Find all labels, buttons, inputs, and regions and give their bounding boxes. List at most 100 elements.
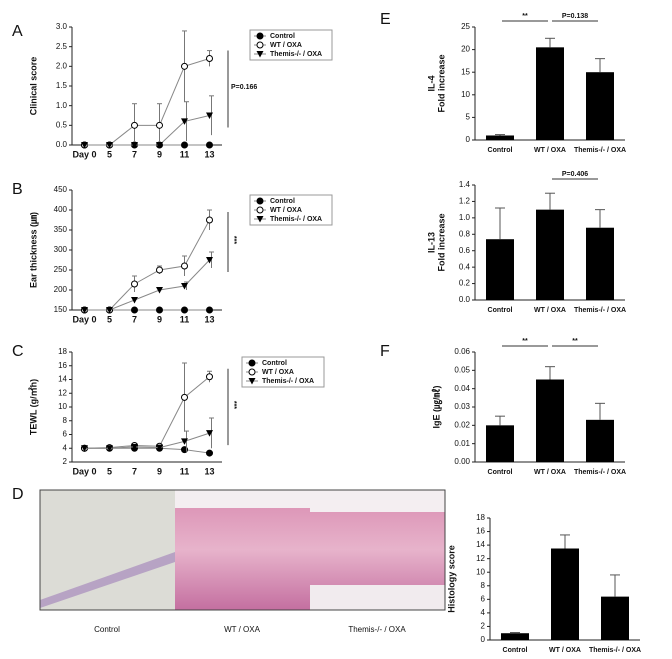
data-point [81,307,88,314]
y-tick-label: 0.06 [454,347,470,356]
data-point [206,430,213,437]
bar [486,239,514,300]
annotation: *** [230,236,237,244]
data-point [131,443,138,451]
y-axis-label: IL-4 [426,75,436,91]
annotation: P=0.166 [231,84,257,91]
y-tick-label: 25 [461,22,470,31]
x-tick-label: Control [488,147,513,154]
x-tick-label: Control [488,307,513,314]
y-tick-label: 0.01 [454,439,470,448]
x-tick-label: WT / OXA [534,307,566,314]
y-tick-label: 250 [54,265,68,274]
image-background [310,490,445,512]
x-tick-label: WT / OXA [534,147,566,154]
data-point [156,306,163,314]
bar [536,379,564,462]
data-point [131,280,138,288]
legend-marker [248,368,256,376]
y-tick-label: 1.0 [459,213,471,222]
y-tick-label: 3.0 [56,22,68,31]
series-line [84,376,210,449]
series-line [84,219,210,311]
data-point [206,306,213,314]
data-point [181,438,188,445]
y-tick-label: 0 [481,635,486,644]
data-point [206,373,213,381]
x-tick-label: Themis-/- / OXA [574,469,626,476]
x-tick-label: 9 [157,466,162,476]
legend-marker [256,206,264,214]
y-tick-label: 6 [63,430,68,439]
y-tick-label: 4 [63,443,68,452]
y-axis-label: Ear thickness (㎛) [28,212,39,288]
y-axis-label: Clinical score [28,57,38,116]
y-tick-label: 0.00 [454,457,470,466]
legend-box [241,356,325,388]
y-tick-label: 10 [58,402,67,411]
y-tick-label: 10 [476,567,485,576]
bar [486,425,514,462]
x-tick-label: Day 0 [72,149,96,159]
x-tick-label: 5 [107,314,112,324]
y-axis-label: Fold increase [436,54,446,112]
data-point [131,142,138,149]
x-tick-label: 5 [107,466,112,476]
data-point [156,287,163,294]
legend-marker [256,51,264,58]
bar [586,227,614,300]
y-axis-label: Fold increase [436,213,446,271]
panel-letter: B [12,181,23,198]
data-point [131,121,138,129]
y-tick-label: 12 [476,554,485,563]
panel-letter: C [12,343,24,360]
annotation: P=0.138 [562,13,588,20]
y-tick-label: 2.5 [56,42,68,51]
data-point [206,449,213,457]
y-tick-label: 300 [54,245,68,254]
y-tick-label: 200 [54,285,68,294]
data-point [106,307,113,314]
x-tick-label: 11 [180,149,190,159]
x-tick-label: 7 [132,314,137,324]
y-tick-label: 2 [63,457,68,466]
data-point [156,142,163,149]
legend-marker [256,32,264,40]
image-background [310,585,445,610]
y-tick-label: 0 [466,135,471,144]
series-line [84,432,210,449]
y-tick-label: 1.2 [459,197,471,206]
data-point [206,141,213,149]
y-tick-label: 0.5 [56,120,68,129]
y-tick-label: 8 [481,581,486,590]
y-tick-label: 0.03 [454,402,470,411]
x-tick-label: WT / OXA [534,469,566,476]
panel-letter: A [12,23,23,40]
y-tick-label: 10 [461,90,470,99]
annotation: ** [522,338,528,345]
series-line [84,259,210,311]
panel-letter: E [380,11,391,28]
x-tick-label: Themis-/- / OXA [589,647,641,654]
data-point [181,118,188,125]
image-label: WT / OXA [224,625,261,634]
x-tick-label: Day 0 [72,314,96,324]
data-point [106,445,113,452]
legend-label: WT / OXA [262,369,294,376]
legend-label: Control [270,33,295,40]
y-tick-label: 350 [54,225,68,234]
legend-label: WT / OXA [270,42,302,49]
annotation: P=0.406 [562,171,588,178]
y-tick-label: 0.05 [454,365,470,374]
y-tick-label: 8 [63,416,68,425]
x-tick-label: 13 [204,149,214,159]
x-tick-label: 9 [157,149,162,159]
bar [601,596,629,640]
x-tick-label: WT / OXA [549,647,581,654]
panel-letter: F [380,343,390,360]
x-tick-label: 13 [204,466,214,476]
y-tick-label: 0.04 [454,384,470,393]
series-line [84,57,210,146]
image-label: Themis-/- / OXA [348,625,406,634]
annotation: *** [230,401,237,409]
